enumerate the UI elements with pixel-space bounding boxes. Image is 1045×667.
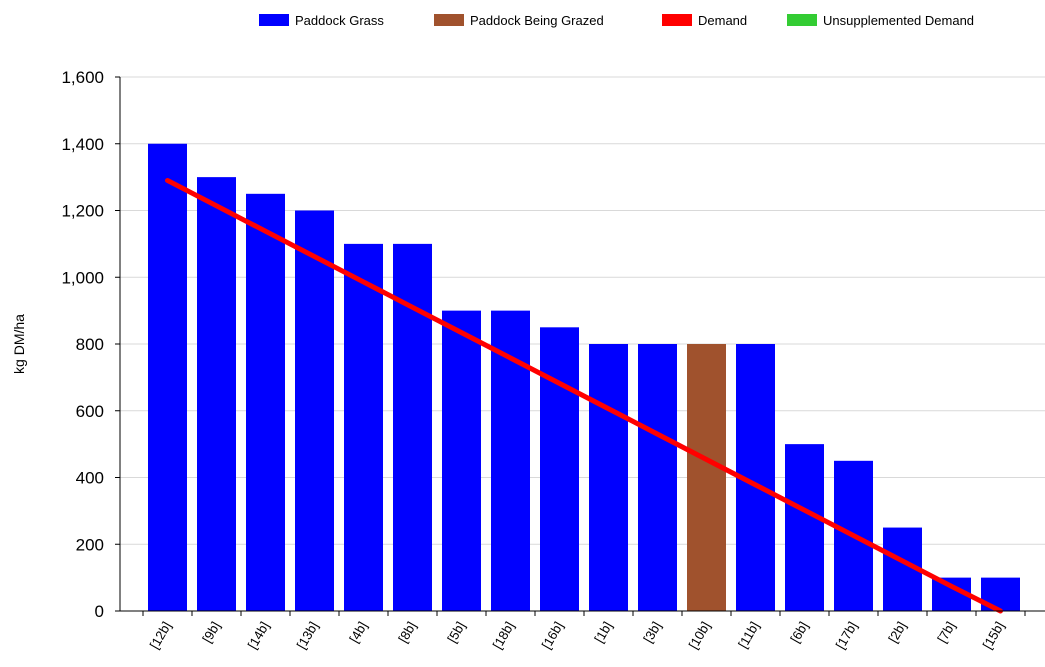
x-tick-label: [17b] — [833, 619, 860, 652]
bar-4b — [344, 243, 383, 611]
y-tick-label: 1,200 — [61, 202, 104, 221]
x-tick-label: [3b] — [640, 619, 664, 645]
x-tick-label: [2b] — [885, 619, 909, 645]
x-tick-labels: [12b] [9b] [14b] [13b] [4b] [8b] [5b] [18b] [16b… — [147, 619, 1007, 652]
y-tick-label: 800 — [76, 335, 104, 354]
x-tick-label: [8b] — [395, 619, 419, 645]
x-tick-label: [5b] — [444, 619, 468, 645]
x-tick-label: [12b] — [147, 619, 174, 652]
x-tick-label: [9b] — [199, 619, 223, 645]
axes — [115, 76, 1045, 616]
legend-swatch — [259, 14, 289, 26]
y-tick-label: 400 — [76, 469, 104, 488]
x-tick-label: [14b] — [245, 619, 272, 652]
x-tick-label: [1b] — [591, 619, 615, 645]
bar-10b — [687, 344, 726, 611]
legend-label: Unsupplemented Demand — [823, 13, 974, 28]
legend-label: Paddock Being Grazed — [470, 13, 604, 28]
bars — [148, 143, 1020, 611]
bar-12b — [148, 143, 187, 611]
x-tick-label: [10b] — [686, 619, 713, 652]
x-tick-label: [15b] — [980, 619, 1007, 652]
series-lines — [165, 177, 1003, 614]
y-tick-label: 1,400 — [61, 135, 104, 154]
y-tick-label: 200 — [76, 535, 104, 554]
y-tick-label: 0 — [95, 602, 104, 621]
y-axis-title: kg DM/ha — [11, 314, 27, 374]
legend-label: Paddock Grass — [295, 13, 384, 28]
x-tick-label: [4b] — [346, 619, 370, 645]
bar-16b — [540, 327, 579, 611]
bar-14b — [246, 193, 285, 611]
bar-3b — [638, 344, 677, 611]
y-tick-label: 600 — [76, 402, 104, 421]
legend: Paddock Grass Paddock Being Grazed Demand U… — [259, 13, 974, 28]
legend-swatch — [434, 14, 464, 26]
x-tick-label: [16b] — [539, 619, 566, 652]
bar-5b — [442, 310, 481, 611]
legend-label: Demand — [698, 13, 747, 28]
y-tick-label: 1,000 — [61, 268, 104, 287]
x-tick-label: [7b] — [934, 619, 958, 645]
legend-swatch — [787, 14, 817, 26]
bar-1b — [589, 344, 628, 611]
x-tick-label: [13b] — [294, 619, 321, 652]
y-tick-label: 1,600 — [61, 68, 104, 87]
y-tick-labels: 0 200 400 600 800 1,000 1,200 1,400 1,600 — [61, 68, 104, 621]
x-tick-label: [18b] — [490, 619, 517, 652]
demand-line — [165, 177, 1003, 614]
x-tick-label: [11b] — [735, 619, 762, 651]
bar-6b — [785, 444, 824, 611]
legend-swatch — [662, 14, 692, 26]
bar-9b — [197, 177, 236, 611]
x-tick-label: [6b] — [787, 619, 811, 645]
bar-13b — [295, 210, 334, 611]
